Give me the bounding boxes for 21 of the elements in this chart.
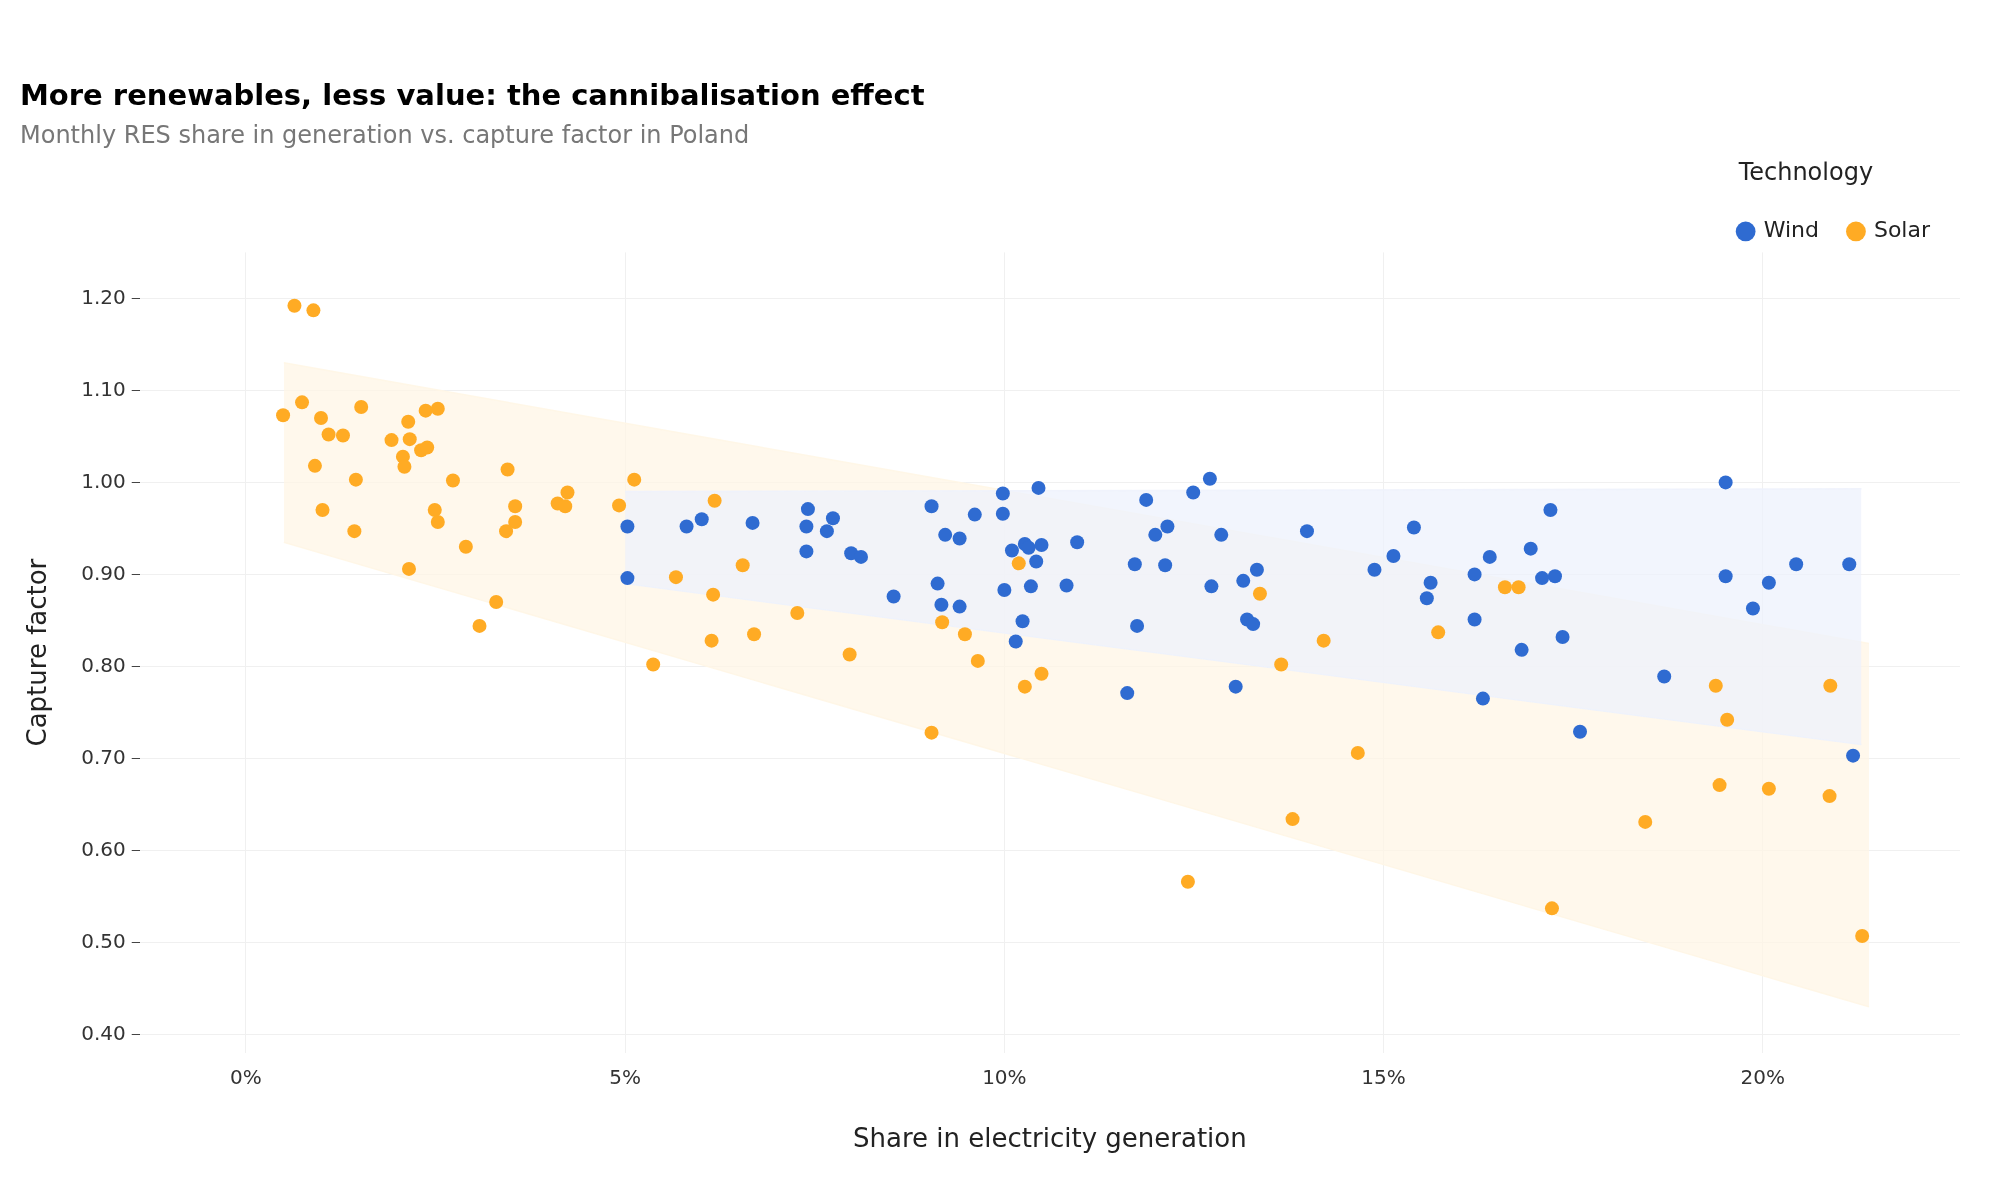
x-tick-label: 10%	[982, 1065, 1027, 1089]
y-axis-title: Capture factor	[22, 558, 53, 747]
y-tick-label: 0.70	[81, 744, 126, 769]
x-tick-label: 0%	[230, 1065, 262, 1089]
x-tick-label: 5%	[609, 1065, 641, 1089]
chart-title: More renewables, less value: the cannibalisation effect	[20, 77, 925, 112]
y-tick-label: 0.90	[81, 560, 126, 585]
y-tick-label: 0.80	[81, 652, 126, 677]
x-tick-label: 20%	[1740, 1065, 1786, 1089]
chart-subtitle: Monthly RES share in generation vs. capture factor in Poland	[20, 121, 750, 150]
y-tick-label: 0.60	[81, 836, 126, 861]
legend-label: Wind	[1763, 217, 1819, 243]
y-tick-label: 0.40	[81, 1020, 126, 1045]
legend-title: Technology	[1737, 157, 1874, 186]
legend-label: Solar	[1873, 217, 1931, 243]
y-tick-label: 1.20	[81, 284, 126, 309]
y-tick-label: 1.10	[81, 376, 126, 401]
x-axis-title: Share in electricity generation	[853, 1123, 1247, 1154]
y-tick-label: 1.00	[81, 468, 126, 493]
y-tick-label: 0.50	[81, 928, 126, 953]
x-tick-label: 15%	[1361, 1065, 1406, 1089]
